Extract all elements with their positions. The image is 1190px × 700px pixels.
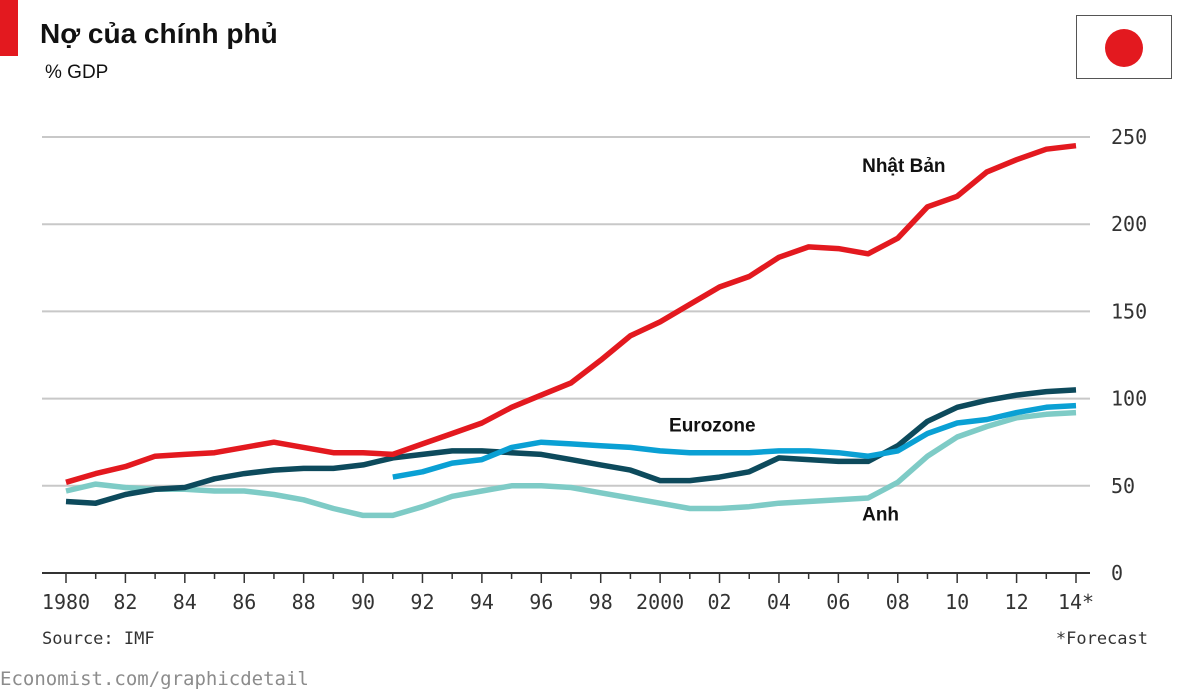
x-tick-label-2000: 2000 (636, 590, 684, 614)
series-line-1 (392, 402, 1077, 480)
forecast-footnote: *Forecast (1055, 629, 1148, 649)
series-label-1: Eurozone (669, 416, 756, 437)
y-tick-label-50: 50 (1111, 474, 1135, 498)
series-line-3 (65, 409, 1077, 519)
x-axis: 1980 82 84 86 88 90 92 94 96 98 2000 02 04 06 08 10 12 14… (42, 573, 1094, 614)
x-tick-label-1994: 94 (470, 590, 494, 614)
japan-flag-icon (1076, 15, 1172, 79)
series-line-0 (65, 142, 1077, 485)
y-tick-labels: 0 50 100 150 200 250 (1111, 125, 1147, 585)
y-tick-label-250: 250 (1111, 125, 1147, 149)
brand-red-tab (0, 0, 18, 56)
x-tick-label-1980: 1980 (42, 590, 90, 614)
series-label-2: Anh (862, 505, 899, 526)
y-tick-label-150: 150 (1111, 299, 1147, 323)
x-tick-label-1992: 92 (410, 590, 434, 614)
source-note: Source: IMF (42, 629, 155, 649)
x-tick-label-2012: 12 (1005, 590, 1029, 614)
x-tick-label-1998: 98 (589, 590, 613, 614)
series-label-0: Nhật Bản (862, 156, 945, 177)
y-tick-label-0: 0 (1111, 561, 1123, 585)
series-lines (65, 142, 1077, 519)
credit-link[interactable]: Economist.com/graphicdetail (0, 668, 309, 690)
x-tick-label-2006: 06 (826, 590, 850, 614)
x-tick-label-1984: 84 (173, 590, 197, 614)
x-tick-label-1996: 96 (529, 590, 553, 614)
series-labels: Nhật Bản Eurozone Anh (669, 156, 945, 526)
x-tick-label-2004: 04 (767, 590, 791, 614)
x-tick-label-1982: 82 (113, 590, 137, 614)
japan-flag-disc (1105, 29, 1143, 67)
x-tick-label-2010: 10 (945, 590, 969, 614)
x-tick-label-1988: 88 (292, 590, 316, 614)
x-tick-label-1986: 86 (232, 590, 256, 614)
x-tick-label-1990: 90 (351, 590, 375, 614)
y-tick-label-200: 200 (1111, 212, 1147, 236)
x-tick-label-2008: 08 (886, 590, 910, 614)
chart-subtitle: % GDP (45, 62, 109, 83)
y-tick-label-100: 100 (1111, 387, 1147, 411)
series-line-2 (65, 387, 1077, 506)
chart-title: Nợ của chính phủ (40, 18, 278, 49)
x-tick-label-2002: 02 (707, 590, 731, 614)
gridlines (42, 136, 1090, 574)
x-tick-label-2014: 14* (1058, 590, 1094, 614)
